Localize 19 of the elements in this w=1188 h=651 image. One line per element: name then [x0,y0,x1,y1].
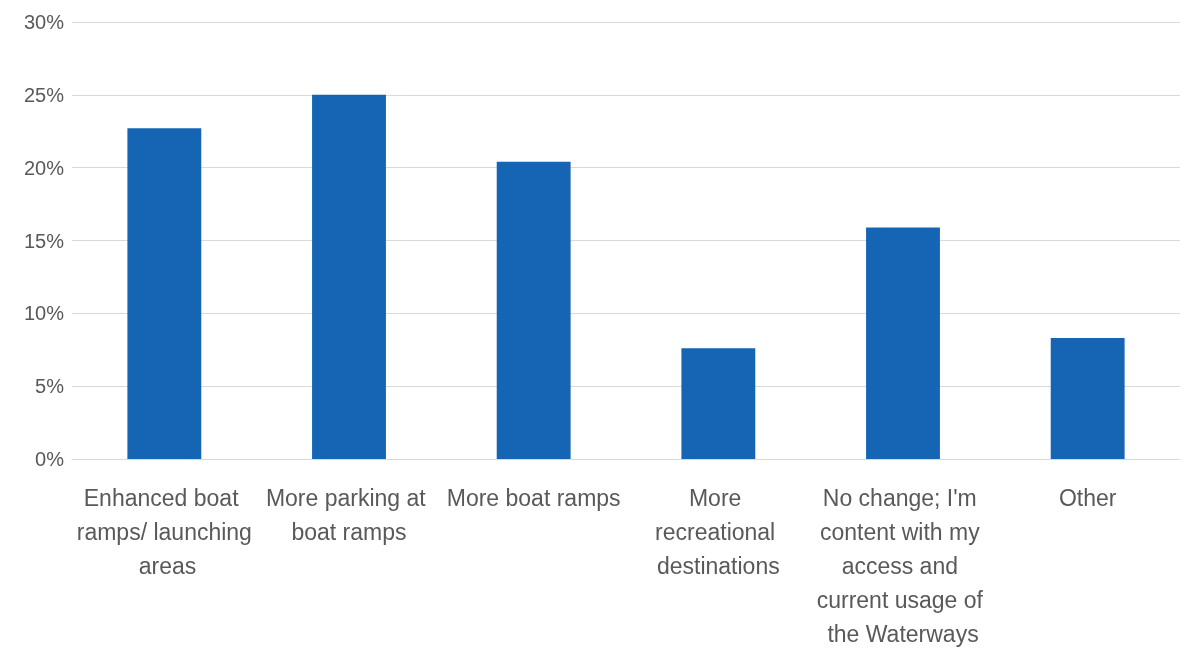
y-tick-label: 5% [35,375,65,398]
y-tick-label: 25% [23,83,65,106]
bar [496,161,571,459]
x-tick-label: More recreational destinations [655,485,782,579]
x-tick-label: Enhanced boat ramps/ launching areas [76,485,252,579]
y-tick-label: 0% [35,448,65,470]
y-tick-label: 30% [23,11,65,33]
y-tick-label: 15% [23,229,65,252]
x-tick-label: No change; I'm content with my access and current usage of the Waterways [816,485,990,647]
bar [681,348,756,459]
x-tick-label: More parking at boat ramps [265,485,433,545]
x-tick-label: More boat ramps [446,485,621,511]
bar [1050,338,1125,459]
x-tick-label: Other [1058,485,1117,511]
y-tick-label: 20% [23,156,65,179]
bar [866,227,940,459]
y-tick-label: 10% [23,302,65,325]
bar [127,128,202,459]
bar [312,94,386,459]
